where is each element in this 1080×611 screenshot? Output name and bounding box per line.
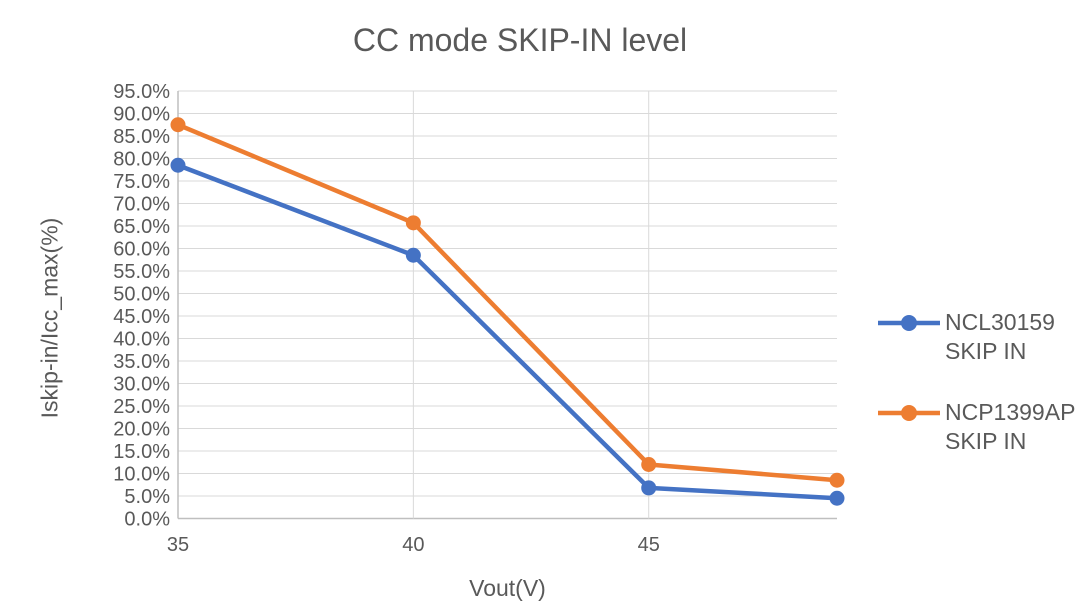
data-point-marker: [829, 472, 845, 488]
y-tick-label: 30.0%: [113, 374, 170, 396]
data-point-marker: [170, 117, 186, 133]
y-tick-label: 60.0%: [113, 239, 170, 261]
chart-legend: NCL30159 SKIP IN NCP1399AP SKIP IN: [878, 308, 1075, 456]
series-line: [175, 122, 840, 483]
y-tick-label: 40.0%: [113, 329, 170, 351]
y-tick-label: 65.0%: [113, 216, 170, 238]
y-tick-label: 15.0%: [113, 441, 170, 463]
y-tick-label: 50.0%: [113, 284, 170, 306]
y-tick-label: 75.0%: [113, 171, 170, 193]
legend-label-line2: SKIP IN: [945, 338, 1027, 364]
x-tick-label: 45: [638, 534, 660, 556]
y-tick-label: 25.0%: [113, 396, 170, 418]
x-axis-title: Vout(V): [469, 575, 546, 601]
y-tick-label: 55.0%: [113, 261, 170, 283]
data-point-marker: [641, 480, 657, 496]
legend-label: NCP1399AP SKIP IN: [945, 398, 1075, 456]
legend-label-line2: SKIP IN: [945, 428, 1027, 454]
series-line: [175, 163, 840, 501]
y-tick-label: 95.0%: [113, 81, 170, 103]
y-tick-label: 80.0%: [113, 149, 170, 171]
legend-label-line1: NCP1399AP: [945, 399, 1076, 425]
x-tick-label: 40: [402, 534, 424, 556]
y-axis-title: Iskip-in/Icc_max(%): [36, 217, 63, 419]
legend-item-ncl30159: NCL30159 SKIP IN: [878, 308, 1075, 366]
y-tick-label: 20.0%: [113, 419, 170, 441]
x-tick-label: 35: [167, 534, 189, 556]
data-point-marker: [405, 215, 421, 231]
legend-marker-icon: [901, 405, 917, 421]
legend-line-marker-icon: [878, 405, 940, 421]
chart-title: CC mode SKIP-IN level: [352, 22, 688, 58]
data-point-marker: [405, 247, 421, 263]
y-tick-label: 70.0%: [113, 194, 170, 216]
data-point-marker: [641, 457, 657, 472]
data-point-marker: [829, 490, 845, 506]
y-tick-label: 45.0%: [113, 306, 170, 328]
y-tick-label: 10.0%: [113, 464, 170, 486]
legend-line-marker-icon: [878, 315, 940, 331]
y-tick-label: 35.0%: [113, 351, 170, 373]
legend-label: NCL30159 SKIP IN: [945, 308, 1055, 366]
legend-marker-icon: [901, 315, 917, 331]
data-point-marker: [170, 157, 186, 173]
legend-item-ncp1399ap: NCP1399AP SKIP IN: [878, 398, 1075, 456]
legend-label-line1: NCL30159: [945, 309, 1055, 335]
y-tick-label: 90.0%: [113, 104, 170, 126]
y-tick-label: 0.0%: [124, 509, 170, 531]
y-tick-label: 5.0%: [124, 486, 170, 508]
y-tick-label: 85.0%: [113, 126, 170, 148]
